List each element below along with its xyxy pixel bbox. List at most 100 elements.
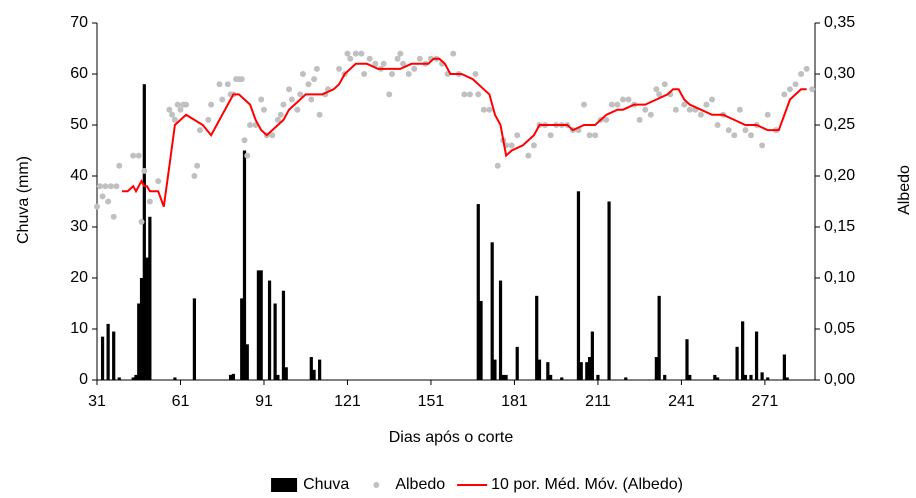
bar — [242, 150, 247, 380]
albedo-point — [347, 55, 354, 62]
albedo-point — [764, 111, 771, 118]
bar — [173, 377, 177, 380]
albedo-point — [166, 106, 173, 113]
y2-tick-label: 0,35 — [824, 14, 855, 31]
albedo-point — [94, 203, 100, 210]
x-tick-label: 121 — [334, 393, 361, 410]
bar — [117, 377, 121, 380]
x-tick-label: 211 — [585, 393, 611, 410]
bar — [284, 367, 288, 380]
bar — [256, 270, 261, 380]
x-tick-label: 271 — [752, 393, 779, 410]
albedo-point — [530, 142, 537, 149]
y2-tick-label: 0,10 — [824, 269, 855, 286]
bar — [587, 357, 592, 380]
albedo-point — [372, 60, 379, 67]
bar — [318, 359, 322, 380]
bar — [782, 354, 786, 380]
bar — [134, 374, 138, 380]
bar — [259, 270, 263, 380]
bar — [276, 374, 280, 380]
y-tick-label: 20 — [70, 269, 88, 286]
albedo-point — [171, 116, 178, 123]
albedo-point — [141, 167, 148, 174]
albedo-point — [294, 106, 301, 113]
bar — [504, 374, 508, 380]
albedo-point — [759, 142, 766, 149]
albedo-point — [461, 91, 468, 98]
bar — [654, 357, 658, 380]
albedo-point — [450, 50, 457, 57]
y-tick-label: 60 — [70, 65, 88, 82]
bar — [657, 295, 661, 380]
albedo-point — [742, 127, 749, 134]
bar — [624, 377, 628, 380]
bar — [498, 280, 503, 380]
moving-average-line — [122, 57, 807, 207]
albedo-point — [311, 76, 318, 83]
albedo-point — [305, 81, 312, 88]
y2-tick-label: 0,30 — [824, 65, 855, 82]
albedo-point — [400, 60, 407, 67]
albedo-point — [258, 96, 265, 103]
albedo-point — [169, 111, 176, 118]
bar — [131, 377, 135, 380]
x-tick-label: 91 — [255, 393, 273, 410]
legend-label: Albedo — [395, 476, 445, 493]
y-tick-label: 70 — [70, 14, 88, 31]
albedo-point — [299, 71, 306, 77]
albedo-point — [286, 86, 293, 93]
albedo-point — [486, 106, 493, 113]
albedo-point — [247, 122, 254, 128]
bar — [240, 298, 244, 380]
albedo-point — [703, 101, 710, 108]
albedo-point — [380, 60, 387, 67]
bar — [139, 278, 144, 380]
bar — [607, 201, 611, 380]
bar — [273, 303, 277, 380]
albedo-point — [208, 101, 215, 108]
bar — [579, 362, 583, 380]
bar — [231, 373, 235, 380]
albedo-point — [642, 106, 649, 113]
albedo-point — [731, 132, 738, 139]
bar — [749, 374, 753, 380]
bar — [490, 242, 494, 380]
y-tick-label: 10 — [70, 320, 88, 337]
y2-tick-label: 0,00 — [824, 371, 855, 388]
albedo-point — [105, 198, 112, 205]
albedo-point — [130, 152, 137, 159]
albedo-point — [614, 101, 621, 108]
bar — [735, 346, 739, 380]
albedo-point — [205, 116, 212, 123]
albedo-point — [525, 152, 532, 159]
albedo-point — [183, 101, 190, 108]
bar — [142, 84, 146, 380]
bar — [754, 331, 759, 380]
albedo-point — [747, 132, 754, 139]
bar — [685, 339, 689, 380]
albedo-point — [99, 193, 106, 200]
albedo-point — [116, 162, 123, 169]
bar — [479, 300, 483, 380]
albedo-point — [277, 111, 284, 118]
x-axis-title: Dias após o corte — [389, 429, 514, 446]
albedo-point — [672, 106, 679, 113]
bar — [688, 374, 692, 380]
albedo-point — [786, 86, 793, 93]
bar — [281, 290, 286, 380]
x-tick-label: 151 — [418, 393, 445, 410]
albedo-point — [388, 71, 395, 77]
albedo-point — [416, 55, 423, 62]
albedo-point — [809, 86, 816, 93]
bar — [743, 374, 748, 380]
bar — [515, 346, 519, 380]
bar — [493, 359, 497, 380]
albedo-point — [102, 183, 109, 190]
albedo-point — [397, 50, 404, 57]
albedo-point — [586, 132, 593, 139]
bar — [585, 362, 589, 380]
albedo-point — [191, 173, 198, 179]
bar — [537, 359, 542, 380]
